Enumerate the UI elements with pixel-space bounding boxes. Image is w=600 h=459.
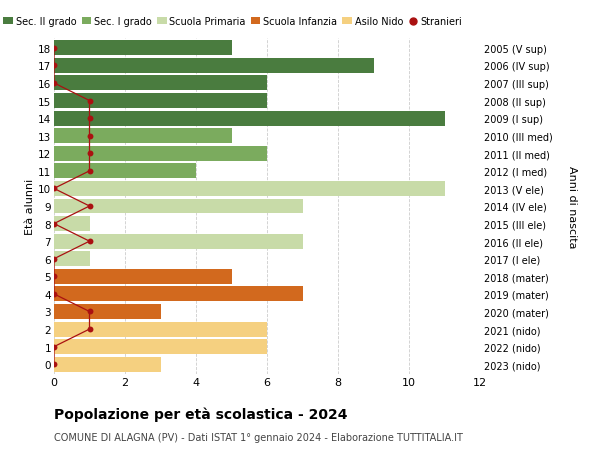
Bar — [54, 146, 267, 162]
Point — [85, 168, 94, 175]
Point — [49, 62, 59, 70]
Point — [85, 98, 94, 105]
Legend: Sec. II grado, Sec. I grado, Scuola Primaria, Scuola Infanzia, Asilo Nido, Stran: Sec. II grado, Sec. I grado, Scuola Prim… — [0, 13, 466, 31]
Bar — [54, 76, 267, 91]
Bar — [54, 357, 161, 372]
Bar — [54, 322, 267, 337]
Point — [49, 220, 59, 228]
Point — [85, 150, 94, 157]
Bar — [54, 217, 89, 231]
Bar — [54, 269, 232, 284]
Point — [49, 291, 59, 298]
Bar — [54, 252, 89, 267]
Bar — [54, 129, 232, 144]
Point — [49, 80, 59, 87]
Bar — [54, 234, 302, 249]
Text: Popolazione per età scolastica - 2024: Popolazione per età scolastica - 2024 — [54, 406, 347, 421]
Bar — [54, 304, 161, 319]
Bar — [54, 164, 196, 179]
Bar — [54, 182, 445, 196]
Bar — [54, 59, 373, 73]
Point — [49, 256, 59, 263]
Point — [85, 326, 94, 333]
Point — [85, 203, 94, 210]
Bar — [54, 112, 445, 126]
Y-axis label: Età alunni: Età alunni — [25, 179, 35, 235]
Y-axis label: Anni di nascita: Anni di nascita — [567, 165, 577, 248]
Bar — [54, 199, 302, 214]
Bar — [54, 94, 267, 109]
Point — [49, 273, 59, 280]
Point — [85, 115, 94, 123]
Point — [85, 308, 94, 315]
Bar — [54, 340, 267, 354]
Point — [49, 185, 59, 193]
Bar — [54, 287, 302, 302]
Point — [85, 238, 94, 245]
Point — [49, 45, 59, 52]
Bar — [54, 41, 232, 56]
Point — [49, 361, 59, 368]
Point — [85, 133, 94, 140]
Point — [49, 343, 59, 351]
Text: COMUNE DI ALAGNA (PV) - Dati ISTAT 1° gennaio 2024 - Elaborazione TUTTITALIA.IT: COMUNE DI ALAGNA (PV) - Dati ISTAT 1° ge… — [54, 432, 463, 442]
